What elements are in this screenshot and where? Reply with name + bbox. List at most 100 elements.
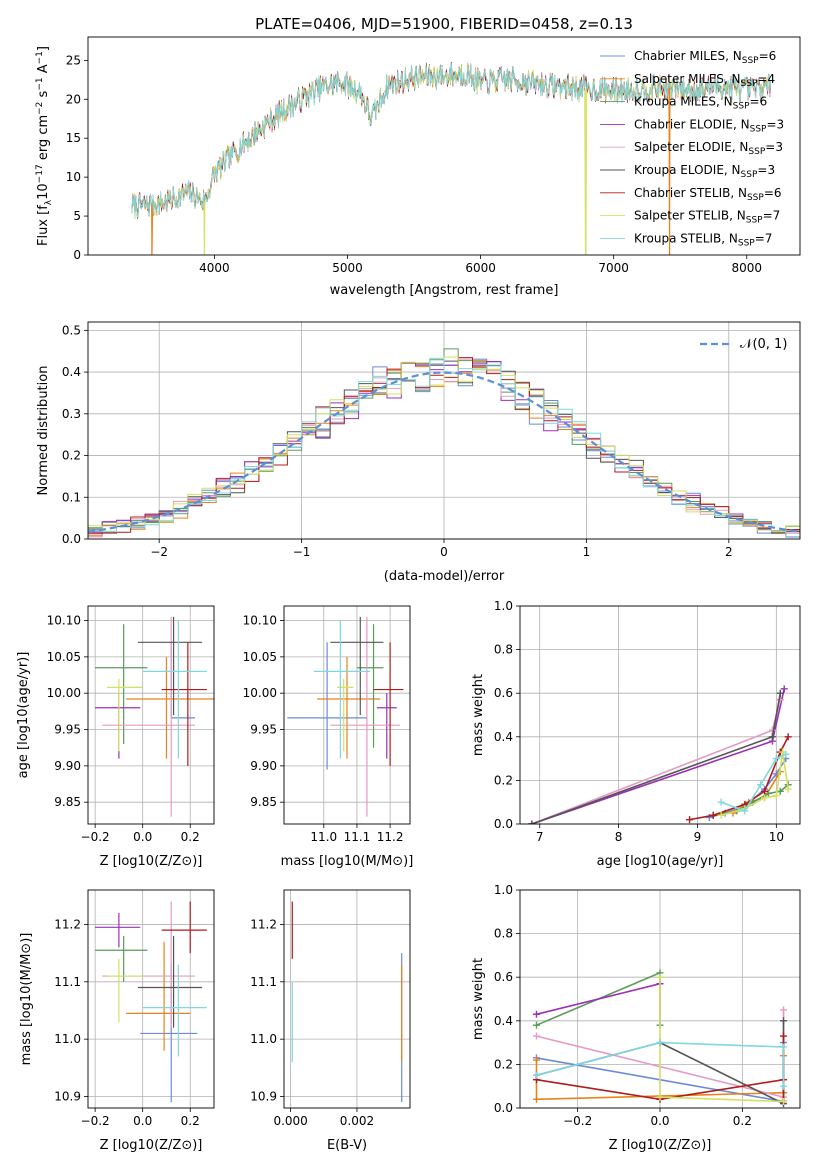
weight-marker-2: [776, 787, 784, 795]
histogram-series-8: [88, 357, 800, 539]
x-tick-label: 10: [769, 830, 784, 844]
normal-reference-curve: [88, 371, 800, 533]
y-tick-label: 0.5: [62, 323, 81, 337]
y-tick-label: 0.2: [62, 449, 81, 463]
y-tick-label: 9.95: [250, 723, 277, 737]
y-tick-label: 9.95: [54, 723, 81, 737]
axes-frame: [87, 36, 801, 256]
y-axis-label: mass weight: [471, 958, 486, 1040]
weight-marker-6: [784, 733, 792, 741]
y-tick-label: 20: [66, 92, 81, 106]
weight-marker-7: [780, 1097, 788, 1105]
legend-entry-0: Chabrier MILES, NSSP=6: [634, 49, 776, 66]
legend-entry-7: Salpeter STELIB, NSSP=7: [634, 209, 780, 226]
x-tick-label: 11.0: [310, 830, 337, 844]
weight-marker-6: [780, 1032, 788, 1040]
weight-marker-7: [717, 811, 725, 819]
weight-marker-4: [780, 1006, 788, 1014]
y-tick-label: 0.8: [494, 927, 513, 941]
y-tick-label: 0.0: [494, 1101, 513, 1115]
y-tick-label: 5: [73, 209, 81, 223]
axes-frame: [283, 605, 411, 825]
weight-marker-5: [768, 733, 776, 741]
y-axis-label: age [log10(age/yr)]: [16, 652, 31, 779]
x-tick-label: 5000: [332, 261, 363, 275]
histogram-series-7: [88, 356, 800, 539]
legend-entry-8: Kroupa STELIB, NSSP=7: [634, 231, 772, 248]
x-axis-label: E(B-V): [327, 1138, 367, 1153]
mass-vs-metallicity-panel: −0.2 0.0 0.2 10.9 11.0 11.1 11.2 Z [log10(Z/Z⊙)…: [19, 889, 215, 1153]
y-axis-label: Normed distribution: [36, 366, 51, 496]
x-tick-label: 0.0: [133, 1114, 152, 1128]
axes-frame: [87, 889, 215, 1109]
x-axis-label: Z [log10(Z/Z⊙)]: [100, 1138, 203, 1153]
x-tick-label: 6000: [465, 261, 496, 275]
x-tick-label: 7000: [598, 261, 629, 275]
x-axis-label: mass [log10(M/M⊙)]: [281, 854, 414, 869]
weight-marker-8: [717, 798, 725, 806]
x-tick-label: 8000: [731, 261, 762, 275]
y-tick-label: 1.0: [494, 883, 513, 897]
y-tick-label: 9.90: [54, 759, 81, 773]
x-tick-label: 0.2: [181, 1114, 200, 1128]
x-tick-label: 11.1: [344, 830, 371, 844]
weight-marker-7: [656, 1093, 664, 1101]
weight-marker-8: [532, 1071, 540, 1079]
y-tick-label: 0.6: [494, 686, 513, 700]
y-tick-label: 0.1: [62, 490, 81, 504]
legend-entry-2: Kroupa MILES, NSSP=6: [634, 95, 767, 112]
x-tick-label: 7: [536, 830, 544, 844]
y-tick-label: 11.2: [54, 917, 81, 931]
x-tick-label: 0: [440, 545, 448, 559]
weight-marker-8: [656, 1039, 664, 1047]
y-axis-label: Flux [fλ10−17 erg cm−2 s−1 A−1]: [35, 46, 54, 246]
weight-marker-5: [780, 1017, 788, 1025]
y-tick-label: 11.1: [250, 975, 277, 989]
y-tick-label: 0.2: [494, 1057, 513, 1071]
x-tick-label: 0.000: [273, 1114, 307, 1128]
y-tick-label: 10.9: [250, 1090, 277, 1104]
y-tick-label: 10.05: [243, 650, 277, 664]
legend-entry-1: Salpeter MILES, NSSP=4: [634, 72, 775, 89]
y-tick-label: 0: [73, 248, 81, 262]
x-tick-label: 2: [725, 545, 733, 559]
weight-marker-6: [761, 787, 769, 795]
x-axis-label: age [log10(age/yr)]: [597, 854, 724, 869]
weight-marker-6: [709, 811, 717, 819]
y-tick-label: 10: [66, 170, 81, 184]
x-axis-label: Z [log10(Z/Z⊙)]: [609, 1138, 712, 1153]
axes-frame: [87, 605, 215, 825]
weight-vs-metallicity-panel: −0.2 0.0 0.2 0.0 0.2 0.4 0.6 0.8 1.0 Z [log10(Z/Z…: [471, 883, 801, 1153]
legend-entry-4: Salpeter ELODIE, NSSP=3: [634, 140, 783, 157]
axes-frame: [519, 605, 801, 825]
y-tick-label: 11.2: [250, 917, 277, 931]
weight-marker-3: [780, 685, 788, 693]
weight-marker-8: [741, 807, 749, 815]
axes-frame: [283, 889, 411, 1109]
x-axis-label: Z [log10(Z/Z⊙)]: [100, 854, 203, 869]
y-tick-label: 25: [66, 53, 81, 67]
y-tick-label: 0.8: [494, 643, 513, 657]
weight-marker-8: [780, 1082, 788, 1090]
y-tick-label: 9.85: [250, 795, 277, 809]
y-tick-label: 11.1: [54, 975, 81, 989]
weight-marker-1: [532, 1095, 540, 1103]
x-tick-label: 0.0: [650, 1114, 669, 1128]
x-tick-label: 1: [583, 545, 591, 559]
y-tick-label: 10.00: [47, 686, 81, 700]
x-tick-label: −2: [150, 545, 168, 559]
y-tick-label: 0.0: [62, 532, 81, 546]
y-tick-label: 11.0: [54, 1032, 81, 1046]
weight-marker-8: [780, 1043, 788, 1051]
y-tick-label: 1.0: [494, 599, 513, 613]
spectrum-panel: 4000 5000 6000 7000 8000 0 5 10 15 20 25 Chabrier M…: [35, 36, 801, 298]
y-tick-label: 10.00: [243, 686, 277, 700]
figure-title: PLATE=0406, MJD=51900, FIBERID=0458, z=0…: [255, 15, 633, 33]
y-tick-label: 0.0: [494, 817, 513, 831]
weight-line-3: [536, 982, 661, 1016]
x-tick-label: 0.2: [733, 1114, 752, 1128]
legend-entry-5: Kroupa ELODIE, NSSP=3: [634, 163, 775, 180]
age-vs-mass-panel: 11.0 11.1 11.2 9.85 9.90 9.95 10.00 10.05 10.10 m…: [243, 605, 414, 869]
age-vs-metallicity-panel: −0.2 0.0 0.2 9.85 9.90 9.95 10.00 10.05 10.10 Z […: [16, 605, 215, 869]
